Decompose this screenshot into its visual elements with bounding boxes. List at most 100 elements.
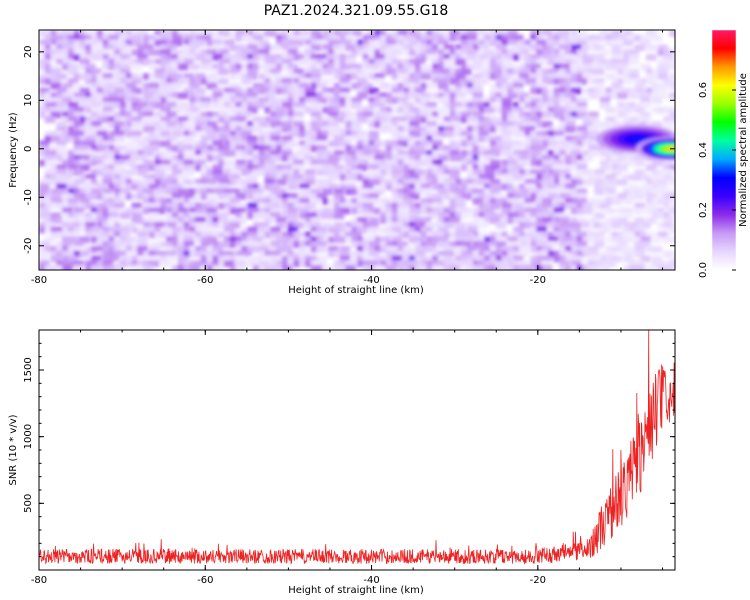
heatmap-cell (333, 106, 345, 114)
heatmap-cell (646, 73, 657, 80)
heatmap-cell (160, 44, 171, 52)
heatmap-cell (154, 150, 166, 157)
heatmap-cell (605, 73, 617, 80)
heatmap-cell (247, 246, 258, 253)
heatmap-cell (102, 63, 114, 71)
heatmap-cell (565, 78, 576, 85)
heatmap-cell (160, 188, 171, 196)
heatmap-cell (605, 183, 617, 191)
heatmap-cell (276, 73, 287, 80)
heatmap-cell (472, 111, 484, 119)
heatmap-cell (241, 246, 252, 253)
heatmap-cell (437, 126, 449, 133)
heatmap-cell (547, 183, 559, 191)
heatmap-cell (437, 260, 449, 268)
heatmap-cell (501, 49, 512, 56)
heatmap-cell (310, 135, 322, 143)
heatmap-cell (224, 198, 235, 205)
heatmap-cell (478, 154, 489, 162)
heatmap-cell (368, 73, 379, 80)
heatmap-cell (565, 164, 576, 172)
heatmap-cell (380, 212, 391, 220)
heatmap-cell (56, 231, 67, 239)
heatmap-cell (206, 49, 218, 56)
heatmap-cell (518, 92, 530, 100)
heatmap-cell (102, 188, 114, 196)
heatmap-cell (195, 250, 206, 258)
heatmap-cell (171, 236, 183, 244)
heatmap-cell (108, 246, 119, 253)
heatmap-cell (570, 63, 582, 71)
heatmap-cell (507, 116, 518, 124)
heatmap-cell (96, 193, 108, 200)
heatmap-cell (328, 63, 339, 71)
heatmap-cell (403, 106, 414, 114)
heatmap-cell (247, 145, 258, 152)
heatmap-cell (437, 178, 449, 186)
heatmap-cell (536, 217, 547, 224)
heatmap-cell (461, 116, 472, 124)
heatmap-cell (374, 174, 385, 181)
heatmap-cell (62, 246, 73, 253)
heatmap-cell (437, 54, 449, 61)
heatmap-cell (212, 250, 223, 258)
heatmap-cell (102, 159, 114, 167)
heatmap-cell (455, 106, 466, 114)
heatmap-cell (461, 212, 472, 220)
heatmap-cell (224, 121, 235, 128)
heatmap-cell (362, 39, 374, 47)
heatmap-cell (351, 111, 362, 119)
heatmap-cell (67, 111, 79, 119)
heatmap-cell (183, 217, 194, 224)
heatmap-cell (553, 39, 564, 47)
heatmap-cell (339, 265, 351, 270)
heatmap-cell (513, 164, 524, 172)
heatmap-cell (357, 159, 368, 167)
heatmap-cell (466, 265, 478, 270)
heatmap-cell (67, 126, 79, 133)
heatmap-cell (484, 174, 495, 181)
heatmap-cell (270, 183, 281, 191)
heatmap-cell (299, 130, 310, 138)
y-tick-label: -20 (23, 238, 34, 254)
heatmap-cell (663, 54, 674, 61)
heatmap-cell (218, 49, 229, 56)
heatmap-cell (299, 140, 310, 148)
heatmap-cell (241, 154, 252, 162)
heatmap-cell (50, 102, 61, 109)
heatmap-cell (368, 121, 379, 128)
heatmap-cell (96, 202, 108, 210)
heatmap-cell (252, 150, 264, 157)
heatmap-cell (536, 250, 547, 258)
heatmap-cell (472, 154, 484, 162)
heatmap-cell (85, 231, 96, 239)
heatmap-cell (461, 250, 472, 258)
heatmap-cell (559, 231, 570, 239)
heatmap-cell (339, 207, 351, 215)
heatmap-cell (195, 111, 206, 119)
heatmap-cell (553, 111, 564, 119)
heatmap-cell (357, 207, 368, 215)
heatmap-cell (559, 150, 570, 157)
heatmap-cell (501, 73, 512, 80)
heatmap-cell (414, 154, 426, 162)
heatmap-cell (634, 106, 645, 114)
heatmap-cell (426, 265, 437, 270)
heatmap-cell (443, 54, 455, 61)
heatmap-cell (513, 174, 524, 181)
heatmap-cell (333, 39, 345, 47)
heatmap-cell (461, 39, 472, 47)
heatmap-cell (594, 54, 605, 61)
heatmap-cell (507, 164, 518, 172)
heatmap-cell (420, 126, 432, 133)
heatmap-cell (229, 231, 241, 239)
heatmap-cell (374, 159, 385, 167)
heatmap-cell (44, 222, 56, 229)
heatmap-cell (212, 255, 223, 263)
heatmap-cell (582, 140, 593, 148)
heatmap-cell (570, 145, 582, 152)
heatmap-cell (154, 193, 166, 200)
heatmap-cell (328, 236, 339, 244)
heatmap-cell (420, 174, 432, 181)
heatmap-cell (224, 169, 235, 176)
